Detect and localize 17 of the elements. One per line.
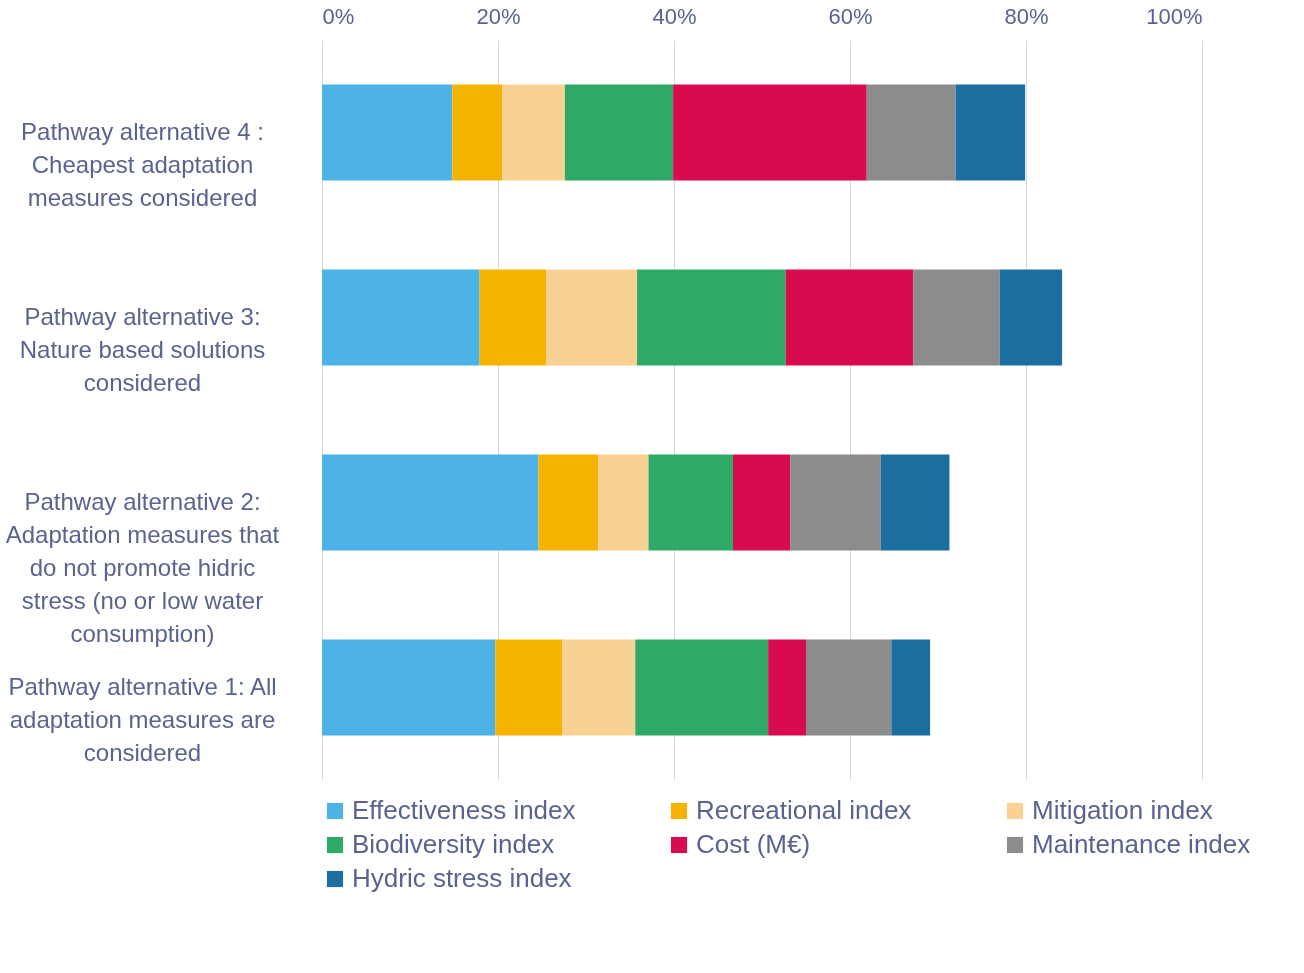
legend-label: Maintenance index: [1032, 829, 1251, 859]
y-tick-label: Pathway alternative 2: Adaptation measures that do not promote hidric stress (no or low water consumption): [5, 487, 280, 647]
y-tick-label: Pathway alternative 3: Nature based solutions considered: [19, 302, 266, 396]
legend-label: Hydric stress index: [352, 863, 572, 893]
y-tick-label: Pathway alternative 1: All adaptation measures are considered: [8, 672, 277, 766]
x-tick-label: 40%: [652, 3, 697, 29]
legend-label: Effectiveness index: [352, 795, 576, 825]
legend-label: Recreational index: [696, 795, 912, 825]
x-tick-label: 80%: [1004, 3, 1049, 29]
x-tick-label: 100%: [1146, 3, 1203, 29]
x-tick-label: 0%: [322, 3, 355, 29]
legend-label: Mitigation index: [1032, 795, 1213, 825]
legend-label: Cost (M€): [696, 829, 811, 859]
legend-label: Biodiversity index: [352, 829, 555, 859]
y-tick-label: Pathway alternative 4 : Cheapest adaptation measures considered: [21, 117, 264, 211]
x-tick-label: 60%: [828, 3, 873, 29]
x-tick-label: 20%: [476, 3, 521, 29]
